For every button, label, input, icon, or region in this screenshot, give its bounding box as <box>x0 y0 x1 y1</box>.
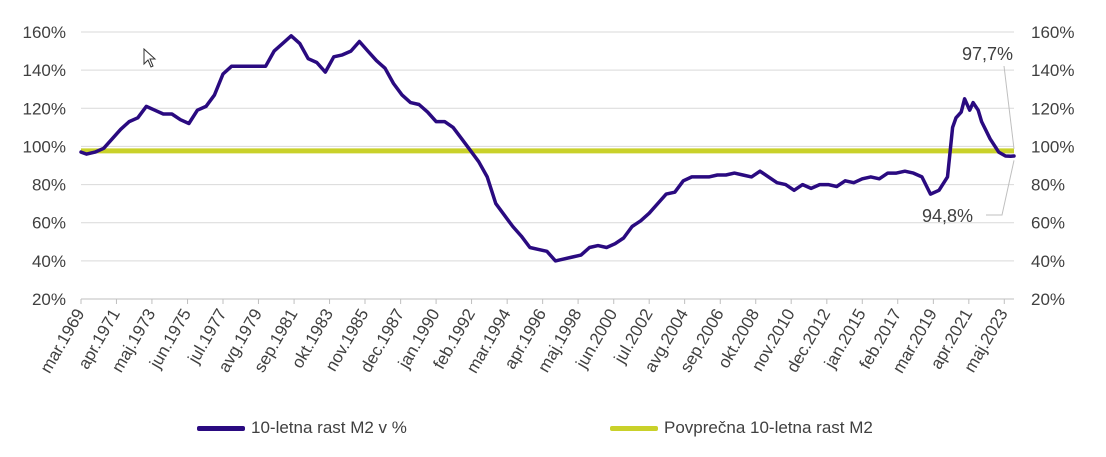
y-tick-label: 160% <box>23 23 66 42</box>
y-tick-label: 60% <box>32 214 66 233</box>
annotation-label-average: 97,7% <box>962 44 1013 64</box>
legend-swatch-m2-growth <box>197 425 245 431</box>
y-tick-label: 80% <box>32 176 66 195</box>
y-axis-left: 20% 40% 60% 80% 100% 120% 140% 160% <box>23 23 66 309</box>
legend-item-average: Povprečna 10-letna rast M2 <box>610 418 873 438</box>
annotation-label-last-value: 94,8% <box>922 206 973 226</box>
y-tick-label: 120% <box>23 99 66 118</box>
y-tick-label: 160% <box>1031 23 1074 42</box>
y-tick-label: 40% <box>32 252 66 271</box>
y-tick-label: 40% <box>1031 252 1065 271</box>
legend-label-m2-growth: 10-letna rast M2 v % <box>251 418 407 437</box>
series-group <box>79 34 1016 263</box>
y-axis-right: 20% 40% 60% 80% 100% 120% 140% 160% <box>1031 23 1074 309</box>
y-tick-label: 20% <box>32 290 66 309</box>
y-tick-label: 20% <box>1031 290 1065 309</box>
gridlines <box>81 31 1014 300</box>
y-tick-label: 140% <box>1031 61 1074 80</box>
series-line-m2-growth <box>79 34 1016 263</box>
annotation-leader <box>1003 65 1015 149</box>
annotation-leader <box>986 160 1015 216</box>
line-chart: 20% 40% 60% 80% 100% 120% 140% 160% 20% 40% 60% 80… <box>23 23 1075 376</box>
legend-item-m2-growth: 10-letna rast M2 v % <box>197 418 407 438</box>
annotations: 97,7% 94,8% <box>922 44 1015 226</box>
y-tick-label: 60% <box>1031 214 1065 233</box>
y-tick-label: 100% <box>1031 137 1074 156</box>
x-axis: mar.1969apr.1971maj.1973jun.1975jul.1977… <box>37 298 1014 376</box>
legend-label-average: Povprečna 10-letna rast M2 <box>664 418 873 437</box>
y-tick-label: 140% <box>23 61 66 80</box>
y-tick-label: 120% <box>1031 99 1074 118</box>
legend-swatch-average <box>610 425 658 431</box>
y-tick-label: 80% <box>1031 176 1065 195</box>
y-tick-label: 100% <box>23 137 66 156</box>
mouse-cursor-icon <box>143 48 157 68</box>
